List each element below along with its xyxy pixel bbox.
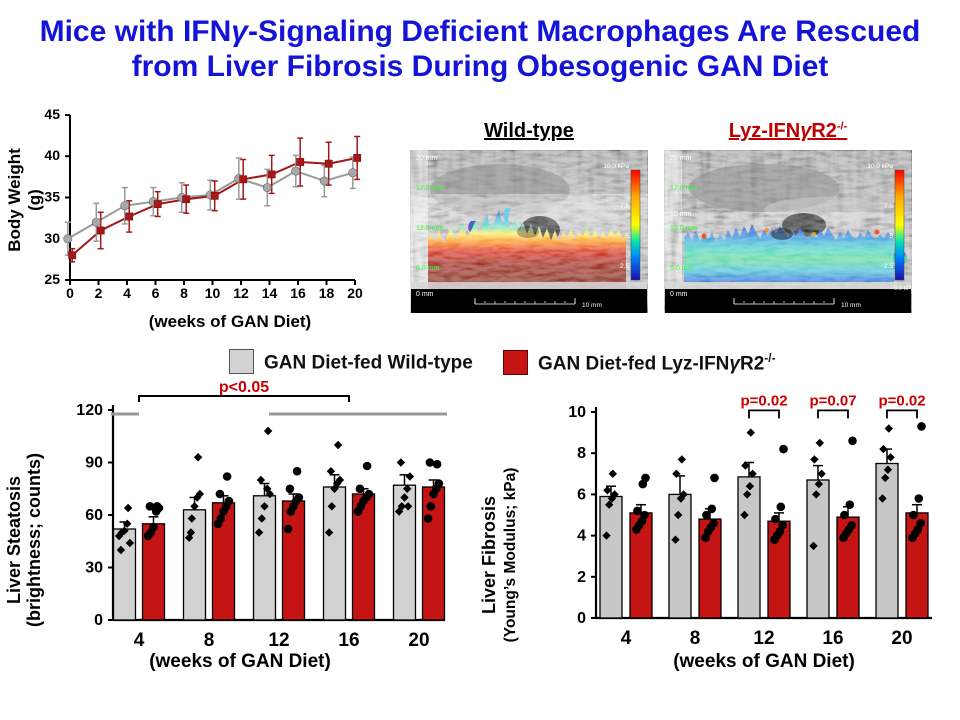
svg-text:40: 40 bbox=[44, 147, 60, 163]
svg-text:8: 8 bbox=[577, 445, 586, 462]
svg-text:12.0 mm: 12.0 mm bbox=[670, 225, 697, 232]
svg-text:10 mm: 10 mm bbox=[841, 302, 861, 309]
svg-text:p=0.07: p=0.07 bbox=[809, 392, 856, 409]
svg-text:p=0.02: p=0.02 bbox=[878, 392, 925, 409]
svg-text:35: 35 bbox=[44, 189, 60, 205]
svg-text:120: 120 bbox=[76, 402, 103, 419]
svg-text:20: 20 bbox=[408, 630, 429, 651]
svg-text:4: 4 bbox=[577, 528, 586, 545]
svg-text:60: 60 bbox=[85, 507, 103, 524]
svg-text:8: 8 bbox=[690, 628, 701, 649]
svg-text:10.0 kPa: 10.0 kPa bbox=[867, 163, 893, 170]
svg-text:Body Weight: Body Weight bbox=[5, 148, 24, 252]
svg-text:30: 30 bbox=[44, 230, 60, 246]
svg-text:0: 0 bbox=[94, 612, 103, 629]
svg-text:0.0 kPa: 0.0 kPa bbox=[894, 286, 912, 292]
svg-text:4: 4 bbox=[123, 285, 131, 301]
svg-text:(weeks of GAN Diet): (weeks of GAN Diet) bbox=[149, 312, 311, 331]
svg-text:0: 0 bbox=[577, 610, 586, 627]
svg-text:90: 90 bbox=[85, 455, 103, 472]
svg-text:10.0 kPa: 10.0 kPa bbox=[603, 163, 629, 170]
svg-text:16: 16 bbox=[338, 630, 359, 651]
svg-text:2: 2 bbox=[577, 569, 586, 586]
svg-text:2: 2 bbox=[95, 285, 103, 301]
svg-text:Liver Fibrosis: Liver Fibrosis bbox=[479, 496, 499, 614]
svg-text:25: 25 bbox=[44, 271, 60, 287]
svg-text:10: 10 bbox=[205, 285, 221, 301]
svg-text:(Young’s Modulus; kPa): (Young’s Modulus; kPa) bbox=[502, 468, 519, 643]
svg-text:4: 4 bbox=[621, 628, 632, 649]
svg-text:(weeks of GAN Diet): (weeks of GAN Diet) bbox=[673, 651, 855, 672]
svg-text:p=0.02: p=0.02 bbox=[740, 392, 787, 409]
svg-text:16: 16 bbox=[290, 285, 306, 301]
svg-text:12.0 mm: 12.0 mm bbox=[416, 225, 443, 232]
svg-text:6: 6 bbox=[577, 486, 586, 503]
svg-text:8: 8 bbox=[204, 630, 215, 651]
svg-text:20: 20 bbox=[347, 285, 363, 301]
svg-text:2.5: 2.5 bbox=[620, 263, 629, 270]
svg-text:2.5: 2.5 bbox=[884, 263, 893, 270]
svg-text:6.0 mm: 6.0 mm bbox=[670, 265, 694, 272]
svg-text:12: 12 bbox=[753, 628, 774, 649]
svg-text:(weeks of GAN Diet): (weeks of GAN Diet) bbox=[149, 651, 331, 672]
svg-text:6: 6 bbox=[152, 285, 160, 301]
svg-text:20 mm: 20 mm bbox=[670, 155, 692, 162]
svg-text:0 mm: 0 mm bbox=[670, 291, 688, 298]
svg-text:30: 30 bbox=[85, 560, 103, 577]
svg-text:0 mm: 0 mm bbox=[416, 291, 434, 298]
svg-text:5: 5 bbox=[889, 233, 893, 240]
svg-text:5: 5 bbox=[625, 233, 629, 240]
svg-text:17.0 mm: 17.0 mm bbox=[416, 185, 443, 192]
svg-text:8: 8 bbox=[180, 285, 188, 301]
svg-text:10 mm: 10 mm bbox=[582, 302, 602, 309]
svg-text:10 mm: 10 mm bbox=[670, 211, 692, 218]
svg-text:p<0.05: p<0.05 bbox=[219, 380, 269, 396]
svg-text:14: 14 bbox=[262, 285, 278, 301]
svg-text:45: 45 bbox=[44, 106, 60, 122]
svg-text:20: 20 bbox=[891, 628, 912, 649]
svg-text:(g): (g) bbox=[25, 189, 44, 211]
svg-text:4: 4 bbox=[134, 630, 145, 651]
svg-text:10: 10 bbox=[568, 404, 586, 421]
svg-text:12: 12 bbox=[233, 285, 249, 301]
svg-text:12: 12 bbox=[268, 630, 289, 651]
svg-text:20 mm: 20 mm bbox=[416, 155, 438, 162]
svg-text:16: 16 bbox=[822, 628, 843, 649]
svg-text:(brightness; counts): (brightness; counts) bbox=[24, 453, 44, 627]
svg-text:0: 0 bbox=[66, 285, 74, 301]
svg-text:Liver Steatosis: Liver Steatosis bbox=[4, 476, 24, 604]
svg-text:7.5: 7.5 bbox=[620, 203, 629, 210]
svg-text:17.0 mm: 17.0 mm bbox=[670, 185, 697, 192]
svg-text:6.0 mm: 6.0 mm bbox=[416, 265, 440, 272]
svg-text:18: 18 bbox=[319, 285, 335, 301]
svg-text:7.5: 7.5 bbox=[884, 203, 893, 210]
